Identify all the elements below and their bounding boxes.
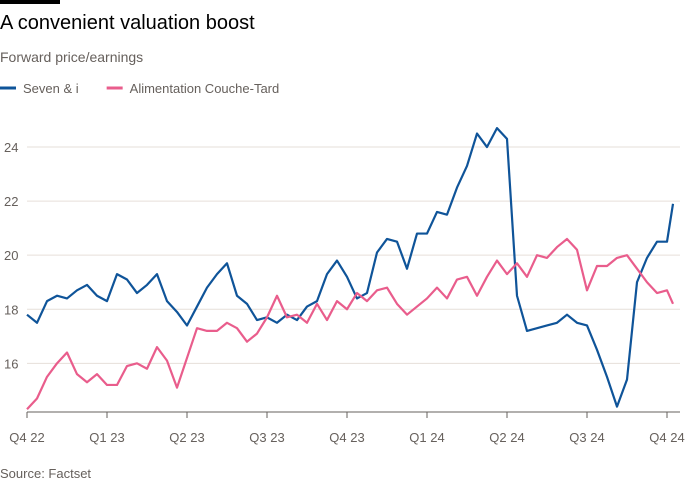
x-tick-label: Q4 24 bbox=[649, 430, 684, 445]
series-line bbox=[26, 237, 675, 411]
brand-bar bbox=[0, 0, 60, 4]
x-tick-label: Q1 23 bbox=[89, 430, 124, 445]
legend-label: Seven & i bbox=[23, 81, 79, 96]
chart-title: A convenient valuation boost bbox=[0, 12, 255, 34]
y-tick-label: 16 bbox=[4, 356, 18, 371]
y-tick-label: 22 bbox=[4, 194, 18, 209]
x-tick-label: Q4 22 bbox=[9, 430, 44, 445]
x-tick-label: Q3 24 bbox=[569, 430, 604, 445]
x-tick-label: Q2 24 bbox=[489, 430, 524, 445]
source: Source: Factset bbox=[0, 466, 91, 481]
chart-subtitle: Forward price/earnings bbox=[0, 49, 143, 65]
x-tick-label: Q4 23 bbox=[329, 430, 364, 445]
x-tick-label: Q3 23 bbox=[249, 430, 284, 445]
y-tick-label: 18 bbox=[4, 302, 18, 317]
series-line bbox=[26, 127, 675, 408]
x-tick-label: Q2 23 bbox=[169, 430, 204, 445]
x-tick-label: Q1 24 bbox=[409, 430, 444, 445]
y-tick-label: 20 bbox=[4, 248, 18, 263]
y-tick-label: 24 bbox=[4, 140, 18, 155]
legend-label: Alimentation Couche-Tard bbox=[130, 81, 280, 96]
